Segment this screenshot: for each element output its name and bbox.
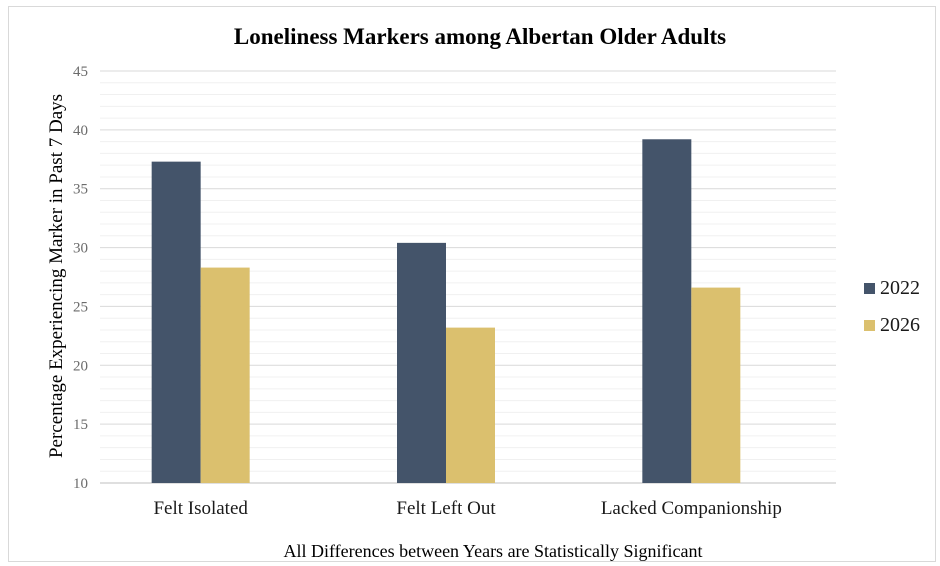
bar-2026-felt-isolated — [200, 267, 250, 483]
y-tick-label: 35 — [73, 182, 88, 198]
y-tick-label: 15 — [73, 417, 88, 433]
bar-2022-lacked-companionship — [642, 139, 692, 483]
y-tick-label: 30 — [73, 241, 88, 257]
bar-2026-felt-left-out — [446, 327, 495, 483]
legend: 2022 2026 — [864, 277, 920, 336]
bar-2026-lacked-companionship — [691, 287, 741, 483]
y-tick-label: 25 — [73, 299, 88, 315]
legend-swatch-2022 — [864, 283, 875, 294]
y-axis-label: Percentage Experiencing Marker in Past 7… — [46, 94, 67, 458]
y-axis-ticks: 10 15 20 25 30 35 40 45 — [73, 64, 88, 492]
x-category-label: Felt Left Out — [396, 498, 496, 519]
chart-title: Loneliness Markers among Albertan Older … — [234, 24, 726, 49]
bar-2022-felt-left-out — [397, 242, 446, 483]
x-axis-categories: Felt Isolated Felt Left Out Lacked Compani… — [153, 498, 781, 519]
legend-label-2026: 2026 — [880, 314, 920, 336]
bar-2022-felt-isolated — [151, 161, 201, 483]
y-tick-label: 45 — [73, 64, 88, 80]
x-category-label: Lacked Companionship — [601, 498, 782, 519]
x-axis-note: All Differences between Years are Statis… — [283, 541, 702, 561]
legend-swatch-2026 — [864, 320, 875, 331]
y-tick-label: 20 — [73, 358, 88, 374]
legend-label-2022: 2022 — [880, 277, 920, 299]
bars — [151, 139, 741, 483]
x-category-label: Felt Isolated — [153, 498, 248, 519]
y-tick-label: 10 — [73, 476, 88, 492]
y-tick-label: 40 — [73, 123, 88, 139]
